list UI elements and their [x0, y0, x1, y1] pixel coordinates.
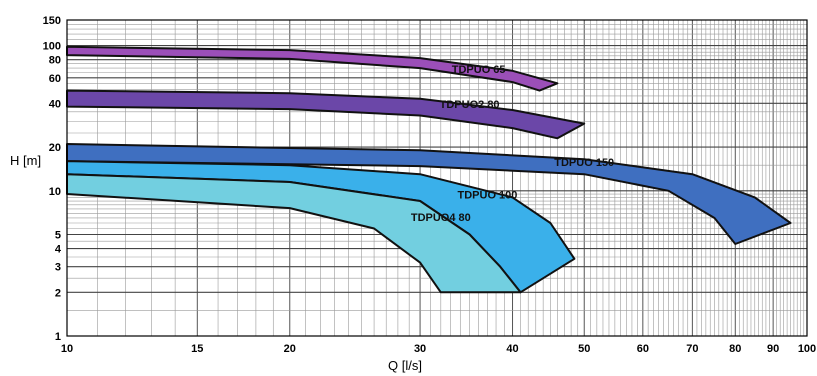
band-label: TDPUO 65	[452, 64, 506, 76]
y-tick-label: 20	[49, 142, 61, 154]
band-labels: TDPUO 65 TDPUO2 80 TDPUO 150 TDPUO 100 TDPUO…	[411, 64, 614, 224]
x-tick-label: 15	[191, 343, 203, 355]
y-axis-label: H [m]	[10, 153, 41, 168]
x-tick-label: 70	[686, 343, 698, 355]
y-tick-label: 4	[55, 244, 62, 256]
band-label: TDPUO2 80	[440, 99, 500, 111]
y-tick-labels: 1 2 3 4 5 10 20 40 60 80 100 150	[43, 15, 62, 343]
y-tick-label: 60	[49, 73, 61, 85]
x-tick-label: 10	[61, 343, 73, 355]
band-tdpuo-150	[66, 143, 792, 245]
x-tick-label: 80	[729, 343, 741, 355]
x-axis-label: Q [l/s]	[388, 358, 422, 373]
y-tick-label: 150	[43, 15, 61, 27]
band-tdpuo2-80	[66, 89, 586, 140]
band-label: TDPUO 150	[554, 157, 614, 169]
y-tick-label: 1	[55, 331, 61, 343]
band-tdpuo-65	[66, 45, 559, 92]
y-tick-label: 40	[49, 98, 61, 110]
x-tick-label: 40	[506, 343, 518, 355]
plot-frame	[66, 19, 808, 337]
x-tick-label: 20	[284, 343, 296, 355]
pump-bands	[66, 45, 792, 294]
x-tick-label: 90	[767, 343, 779, 355]
band-label: TDPUO4 80	[411, 212, 471, 224]
y-tick-label: 3	[55, 262, 61, 274]
x-tick-label: 50	[578, 343, 590, 355]
y-tick-label: 5	[55, 229, 61, 241]
y-tick-label: 100	[43, 41, 61, 53]
y-tick-label: 2	[55, 287, 61, 299]
x-tick-labels: 10 15 20 30 40 50 60 70 80 90 100	[61, 343, 816, 355]
x-tick-label: 60	[637, 343, 649, 355]
band-tdpuo4-80	[66, 173, 522, 294]
y-tick-label: 80	[49, 55, 61, 67]
x-tick-label: 30	[414, 343, 426, 355]
y-tick-label: 10	[49, 186, 61, 198]
band-label: TDPUO 100	[458, 189, 518, 201]
x-tick-label: 100	[798, 343, 816, 355]
